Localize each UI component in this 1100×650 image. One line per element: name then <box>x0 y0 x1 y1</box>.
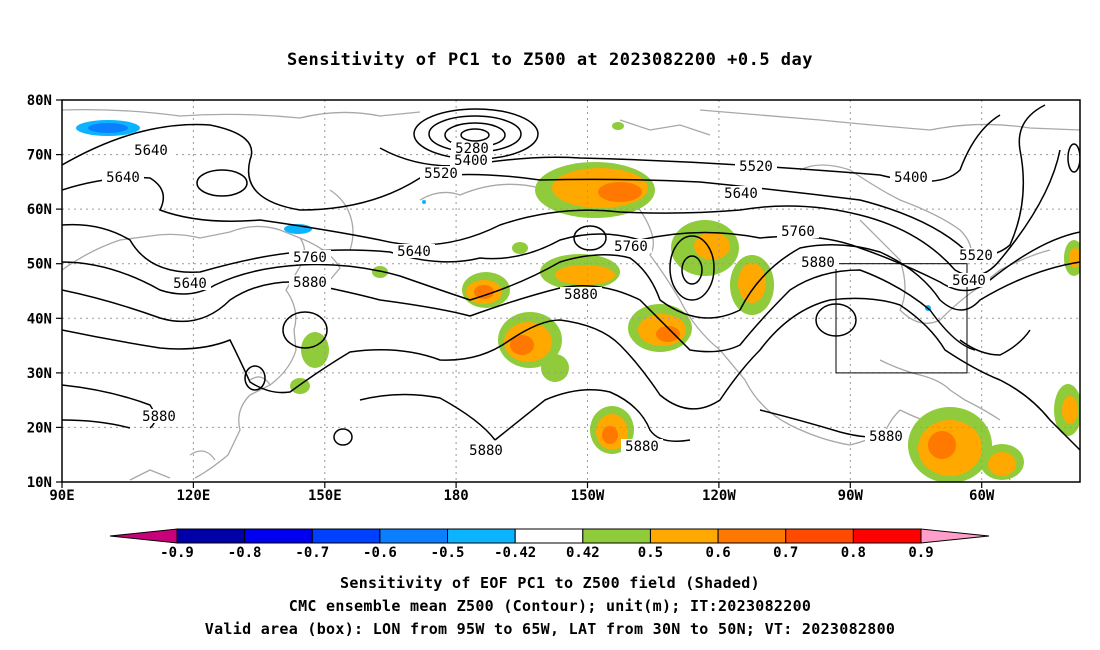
contour-labels: 5640 5640 5640 5640 5640 5640 5280 5400 … <box>102 141 997 459</box>
colorbar-cell <box>852 528 922 544</box>
lon-label: 150E <box>308 488 342 504</box>
contour-label: 5760 <box>614 239 648 255</box>
colorbar-cell <box>379 528 449 544</box>
colorbar-tick-label: -0.9 <box>160 545 194 561</box>
sensitivity-shading <box>76 120 1080 482</box>
colorbar-low-triangle <box>109 528 178 544</box>
colorbar-cell <box>514 528 584 544</box>
lon-label: 90W <box>838 488 864 504</box>
colorbar-tick-label: 0.7 <box>773 545 798 561</box>
caption-line-3: Valid area (box): LON from 95W to 65W, L… <box>204 620 896 638</box>
colorbar-tick-label: -0.7 <box>295 545 329 561</box>
caption-line-1: Sensitivity of EOF PC1 to Z500 field (Sh… <box>340 574 760 592</box>
colorbar-tick-label: -0.42 <box>494 545 536 561</box>
contour-label: 5520 <box>424 166 458 182</box>
contour-label: 5880 <box>293 275 327 291</box>
colorbar-tick-label: 0.42 <box>566 545 600 561</box>
lon-label: 120W <box>702 488 736 504</box>
contour-label: 5640 <box>952 273 986 289</box>
colorbar-cell <box>785 528 854 544</box>
contour-label: 5640 <box>134 143 168 159</box>
colorbar-cell <box>311 528 381 544</box>
lat-label: 60N <box>27 202 52 218</box>
lon-label: 60W <box>969 488 995 504</box>
colorbar-tick-label: 0.5 <box>638 545 663 561</box>
contour-label: 5880 <box>625 439 659 455</box>
valid-area-box <box>835 263 968 374</box>
contour-label: 5640 <box>106 170 140 186</box>
lat-label: 10N <box>27 475 52 491</box>
colorbar-tick-label: 0.6 <box>705 545 730 561</box>
contour-label: 5640 <box>724 186 758 202</box>
colorbar-high-triangle <box>920 528 990 544</box>
lat-label: 40N <box>27 311 52 327</box>
contour-label: 5880 <box>469 443 503 459</box>
contour-label: 5400 <box>894 170 928 186</box>
colorbar-tick-label: -0.6 <box>363 545 397 561</box>
contour-label: 5520 <box>959 248 993 264</box>
plot-frame <box>61 99 1081 483</box>
colorbar-cell <box>244 528 313 544</box>
lon-label: 180 <box>443 488 468 504</box>
contour-label: 5880 <box>142 409 176 425</box>
lat-label: 70N <box>27 148 52 164</box>
contour-label: 5760 <box>781 224 815 240</box>
plot-title: Sensitivity of PC1 to Z500 at 2023082200… <box>286 50 813 70</box>
colorbar-cell <box>717 528 787 544</box>
colorbar-tick-label: -0.8 <box>228 545 262 561</box>
lon-label: 120E <box>177 488 211 504</box>
caption-line-2: CMC ensemble mean Z500 (Contour); unit(m… <box>288 597 812 615</box>
lat-label: 80N <box>27 93 52 109</box>
contour-label: 5400 <box>454 153 488 169</box>
colorbar-tick-label: 0.9 <box>908 545 933 561</box>
contour-label: 5880 <box>564 287 598 303</box>
colorbar-cell <box>447 528 516 544</box>
colorbar-tick-label: 0.8 <box>841 545 866 561</box>
colorbar-cell <box>582 528 651 544</box>
contour-label: 5760 <box>293 250 327 266</box>
axis-ticks <box>56 99 983 488</box>
colorbar-tick-label: -0.5 <box>431 545 465 561</box>
lat-label: 50N <box>27 257 52 273</box>
lon-label: 150W <box>571 488 605 504</box>
lat-label: 20N <box>27 420 52 436</box>
colorbar: -0.9 -0.8 -0.7 -0.6 -0.5 -0.42 0.42 0.5 0.6 0.7 0.… <box>109 528 990 561</box>
lon-label: 90E <box>49 488 74 504</box>
contour-label: 5880 <box>801 255 835 271</box>
colorbar-cell <box>649 528 719 544</box>
contour-label: 5880 <box>869 429 903 445</box>
contour-label: 5520 <box>739 159 773 175</box>
contour-label: 5640 <box>173 276 207 292</box>
lat-label: 30N <box>27 366 52 382</box>
colorbar-cell <box>176 528 246 544</box>
contour-label: 5640 <box>397 244 431 260</box>
